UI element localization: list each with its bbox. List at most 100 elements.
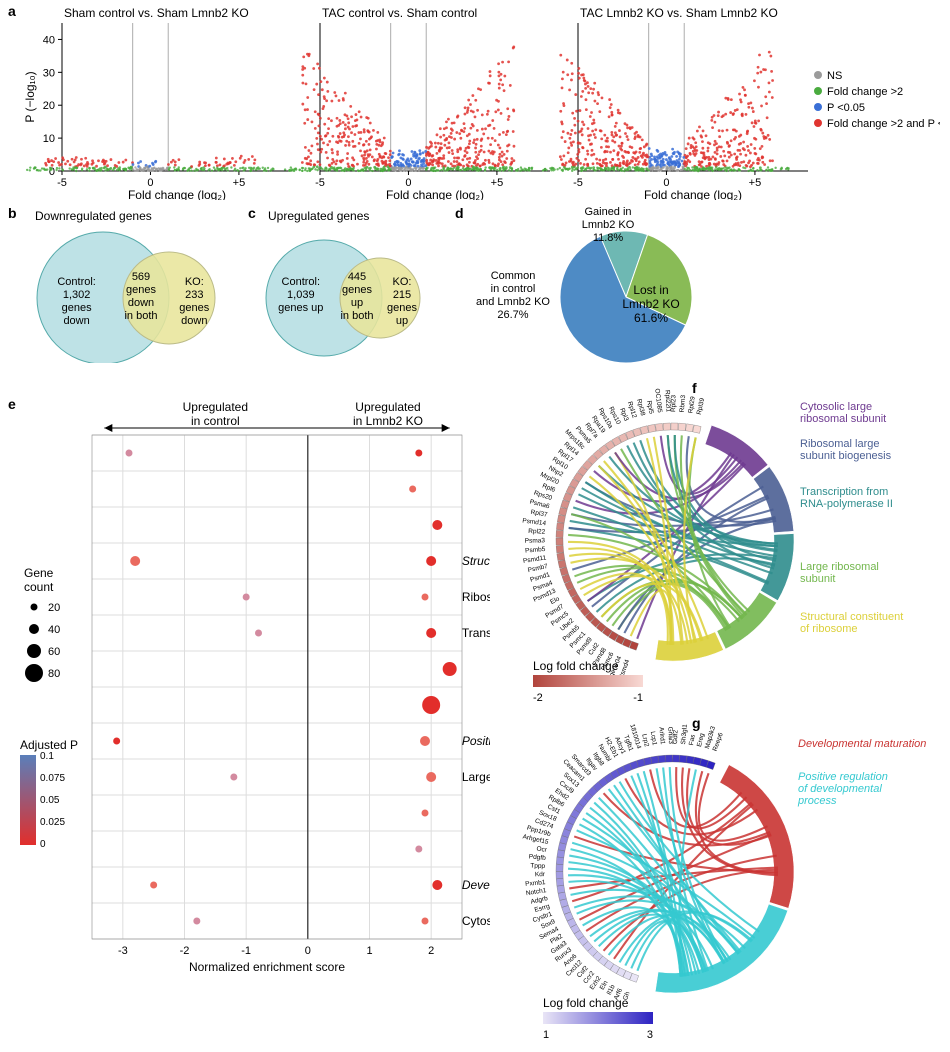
svg-text:subunit: subunit xyxy=(800,573,835,585)
svg-text:1: 1 xyxy=(543,1029,549,1041)
svg-text:of developmental: of developmental xyxy=(798,783,882,795)
svg-text:Pdgfb: Pdgfb xyxy=(528,853,546,862)
svg-text:in both: in both xyxy=(124,310,157,322)
svg-text:40: 40 xyxy=(48,624,60,636)
svg-text:60: 60 xyxy=(48,646,60,658)
panel-d-pie: Gained inLmnb2 KO11.8%Commonin controlan… xyxy=(458,203,748,373)
svg-text:and Lmnb2 KO: and Lmnb2 KO xyxy=(476,296,550,308)
svg-text:genes: genes xyxy=(62,302,92,314)
svg-text:KO:: KO: xyxy=(185,276,204,288)
panel-b-label: b xyxy=(8,205,17,221)
svg-text:30: 30 xyxy=(43,67,55,79)
svg-text:Cytosolic large ribosomal subu: Cytosolic large ribosomal subunit xyxy=(462,914,490,928)
svg-text:-2: -2 xyxy=(180,945,190,957)
svg-text:Psmb5: Psmb5 xyxy=(525,546,546,555)
svg-text:Structural constituent: Structural constituent xyxy=(800,611,903,623)
svg-text:Rpl29: Rpl29 xyxy=(687,396,697,414)
svg-text:0: 0 xyxy=(305,945,311,957)
svg-text:233: 233 xyxy=(185,289,203,301)
svg-text:genes: genes xyxy=(387,302,417,314)
svg-text:Positive regulation: Positive regulation xyxy=(798,771,888,783)
svg-text:Fold change >2: Fold change >2 xyxy=(827,86,903,98)
svg-text:Log fold change: Log fold change xyxy=(533,659,619,673)
svg-text:Control:: Control: xyxy=(282,276,321,288)
svg-text:up: up xyxy=(396,315,408,327)
svg-text:Common: Common xyxy=(491,270,536,282)
svg-text:Large ribosomal: Large ribosomal xyxy=(800,561,879,573)
svg-text:Fold change (log₂): Fold change (log₂) xyxy=(644,188,742,200)
svg-text:1,302: 1,302 xyxy=(63,289,91,301)
svg-text:0.05: 0.05 xyxy=(40,795,60,806)
svg-text:Lmnb2 KO: Lmnb2 KO xyxy=(622,297,679,311)
svg-text:0.025: 0.025 xyxy=(40,817,65,828)
svg-text:Developmental maturation: Developmental maturation xyxy=(798,738,926,750)
svg-text:Positive regulation of develop: Positive regulation of developmental pro… xyxy=(462,734,490,748)
svg-text:-1: -1 xyxy=(633,692,643,704)
svg-text:Rpl39: Rpl39 xyxy=(696,397,707,415)
svg-text:61.6%: 61.6% xyxy=(634,311,668,325)
panel-e-enrichment: Upregulatedin controlUpregulatedin Lmnb2… xyxy=(0,395,490,1045)
svg-text:genes: genes xyxy=(126,284,156,296)
svg-text:subunit biogenesis: subunit biogenesis xyxy=(800,450,892,462)
svg-text:Rpl37: Rpl37 xyxy=(530,509,548,519)
svg-text:genes up: genes up xyxy=(278,302,323,314)
svg-text:Normalized enrichment score: Normalized enrichment score xyxy=(189,960,345,974)
svg-text:+5: +5 xyxy=(233,177,246,189)
svg-text:0.075: 0.075 xyxy=(40,773,65,784)
svg-text:80: 80 xyxy=(48,668,60,680)
svg-text:RNA-polymerase II: RNA-polymerase II xyxy=(800,498,893,510)
svg-text:Log fold change: Log fold change xyxy=(543,996,629,1010)
panel-g-chord: GhArf6Il1bElnEzh2Ccr2Csf2Cxcl12Ano6Runx3… xyxy=(488,712,950,1052)
svg-text:Upregulated genes: Upregulated genes xyxy=(268,209,369,223)
panel-a-volcano: 010203040P (−log₁₀)Sham control vs. Sham… xyxy=(20,5,940,200)
svg-text:20: 20 xyxy=(43,100,55,112)
svg-text:Psmd14: Psmd14 xyxy=(522,518,547,528)
svg-text:Rpl22: Rpl22 xyxy=(528,528,546,536)
svg-text:in control: in control xyxy=(191,414,240,428)
svg-text:10: 10 xyxy=(43,133,55,145)
svg-text:Fold change >2 and P <0.05: Fold change >2 and P <0.05 xyxy=(827,118,940,130)
svg-text:40: 40 xyxy=(43,34,55,46)
svg-text:3: 3 xyxy=(647,1029,653,1041)
svg-text:Gained in: Gained in xyxy=(584,206,631,218)
svg-text:down: down xyxy=(128,297,154,309)
panel-c-venn: Upregulated genesControl:1,039genes up44… xyxy=(258,208,453,363)
svg-text:Transcription from: Transcription from xyxy=(800,486,888,498)
svg-text:P (−log₁₀): P (−log₁₀) xyxy=(23,71,37,122)
svg-text:up: up xyxy=(351,297,363,309)
svg-text:NS: NS xyxy=(827,70,842,82)
svg-text:P <0.05: P <0.05 xyxy=(827,102,865,114)
svg-text:+5: +5 xyxy=(749,177,762,189)
svg-text:down: down xyxy=(181,315,207,327)
panel-c-label: c xyxy=(248,205,256,221)
svg-text:Transcription from RNA-polymer: Transcription from RNA-polymerase II xyxy=(462,626,490,640)
svg-text:Gene: Gene xyxy=(24,566,54,580)
svg-text:Arlrd1: Arlrd1 xyxy=(657,727,666,745)
svg-text:Upregulated: Upregulated xyxy=(183,400,248,414)
svg-text:Fold change (log₂): Fold change (log₂) xyxy=(386,188,484,200)
svg-text:TAC control vs. Sham control: TAC control vs. Sham control xyxy=(322,6,477,20)
svg-text:Structural constituent of ribo: Structural constituent of ribosome xyxy=(462,554,490,568)
svg-text:Kdr: Kdr xyxy=(535,871,546,878)
svg-text:count: count xyxy=(24,580,54,594)
svg-text:1: 1 xyxy=(366,945,372,957)
svg-text:Control:: Control: xyxy=(57,276,96,288)
svg-text:Cytosolic large: Cytosolic large xyxy=(800,401,872,413)
svg-text:26.7%: 26.7% xyxy=(497,309,528,321)
svg-text:Lmnb2 KO: Lmnb2 KO xyxy=(582,219,635,231)
svg-text:Ocr: Ocr xyxy=(536,845,548,854)
svg-text:11.8%: 11.8% xyxy=(593,232,624,244)
svg-text:Gdf2: Gdf2 xyxy=(672,729,679,744)
svg-text:Developmental maturation: Developmental maturation xyxy=(462,878,490,892)
svg-text:Psma3: Psma3 xyxy=(525,537,546,544)
svg-text:-2: -2 xyxy=(533,692,543,704)
panel-a-label: a xyxy=(8,3,16,19)
svg-text:1,039: 1,039 xyxy=(287,289,315,301)
svg-text:-1: -1 xyxy=(241,945,251,957)
svg-text:Downregulated genes: Downregulated genes xyxy=(35,209,152,223)
svg-text:0: 0 xyxy=(40,839,46,850)
svg-text:Adjusted P: Adjusted P xyxy=(20,738,78,752)
svg-text:+5: +5 xyxy=(491,177,504,189)
svg-text:Rpl23: Rpl23 xyxy=(670,395,677,412)
svg-text:of ribosome: of ribosome xyxy=(800,623,857,635)
